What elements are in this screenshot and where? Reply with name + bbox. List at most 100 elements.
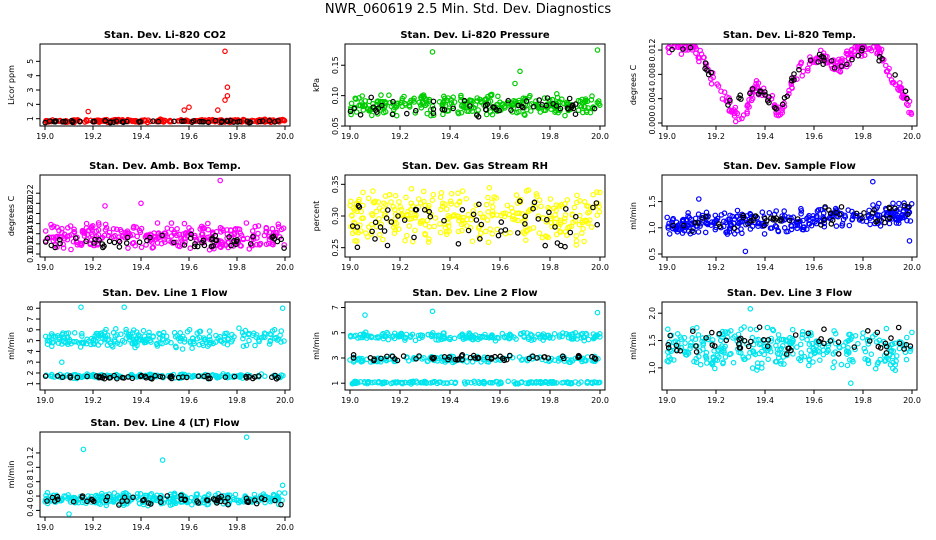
data-point — [740, 212, 746, 219]
data-point — [110, 343, 116, 350]
data-point — [143, 242, 149, 248]
data-point — [210, 243, 217, 249]
data-point — [392, 226, 399, 233]
data-point — [893, 358, 899, 364]
data-point — [799, 335, 805, 341]
data-point — [454, 357, 461, 363]
data-point — [354, 244, 361, 251]
data-point — [54, 373, 61, 379]
x-tick-label: 19.4 — [441, 263, 459, 272]
data-point — [54, 332, 61, 339]
data-point — [815, 207, 822, 213]
data-point — [416, 353, 422, 359]
data-point — [388, 219, 395, 225]
y-axis-label: degrees C — [629, 64, 638, 105]
data-point — [412, 227, 418, 234]
data-point — [788, 223, 795, 229]
data-point — [518, 330, 524, 337]
data-point — [96, 237, 102, 243]
data-point — [243, 434, 250, 441]
data-point — [464, 379, 471, 386]
data-point — [901, 200, 907, 206]
data-point — [781, 361, 787, 367]
data-point — [126, 334, 132, 340]
data-point — [199, 373, 205, 380]
data-point — [703, 60, 710, 67]
data-point — [130, 118, 137, 124]
data-point — [84, 118, 90, 124]
data-point — [806, 341, 813, 348]
data-point — [805, 330, 812, 337]
data-point — [73, 338, 80, 345]
data-point — [469, 108, 476, 115]
series-main — [42, 177, 288, 253]
data-point — [58, 359, 65, 366]
data-point — [171, 491, 178, 498]
data-point — [460, 220, 467, 227]
data-point — [353, 380, 360, 386]
data-point — [91, 240, 97, 246]
data-point — [560, 355, 567, 362]
data-point — [670, 225, 676, 232]
data-point — [484, 101, 491, 108]
data-point — [470, 208, 477, 214]
data-point — [136, 500, 143, 506]
data-point — [278, 501, 284, 508]
data-point — [888, 335, 894, 341]
data-point — [228, 242, 234, 249]
data-point — [93, 373, 100, 379]
data-point — [44, 500, 51, 507]
data-point — [536, 197, 543, 203]
data-point — [181, 220, 188, 227]
data-point — [777, 346, 783, 353]
data-point — [548, 355, 555, 362]
data-point — [775, 228, 782, 235]
plot-frame — [661, 301, 918, 391]
data-point — [375, 105, 382, 112]
data-point — [815, 59, 822, 65]
data-point — [103, 502, 110, 509]
data-point — [765, 356, 772, 363]
data-point — [278, 328, 285, 334]
data-point — [91, 336, 98, 342]
data-point — [267, 331, 274, 337]
data-point — [793, 344, 800, 350]
data-point — [402, 100, 408, 107]
data-point — [450, 105, 457, 112]
panel-title: Stan. Dev. Li-820 Temp. — [723, 30, 856, 41]
x-tick-label: 20.0 — [591, 132, 609, 141]
data-point — [147, 118, 154, 125]
data-point — [70, 498, 77, 505]
data-point — [116, 502, 122, 508]
data-point — [114, 226, 120, 233]
data-point — [505, 378, 512, 385]
data-point — [438, 190, 445, 196]
data-point — [369, 228, 375, 235]
data-point — [508, 333, 515, 339]
data-point — [379, 207, 386, 214]
data-point — [724, 229, 731, 235]
data-point — [738, 226, 744, 232]
data-point — [514, 230, 521, 236]
data-point — [155, 118, 162, 125]
data-point — [837, 68, 843, 74]
data-point — [42, 373, 49, 379]
x-tick-label: 19.6 — [805, 396, 823, 405]
data-point — [703, 335, 709, 341]
data-point — [250, 330, 257, 337]
data-point — [726, 107, 733, 113]
data-point — [200, 119, 207, 125]
series-black — [349, 198, 601, 251]
data-point — [500, 210, 507, 217]
data-point — [382, 109, 389, 115]
data-point — [514, 217, 521, 224]
data-point — [186, 104, 192, 111]
x-tick-label: 19.4 — [441, 132, 459, 141]
data-point — [501, 213, 508, 220]
data-point — [202, 337, 209, 343]
data-point — [844, 61, 850, 68]
y-tick-label: 1 — [331, 381, 340, 386]
data-point — [566, 95, 573, 102]
y-tick-label: 1 — [26, 381, 35, 386]
data-point — [835, 351, 842, 357]
